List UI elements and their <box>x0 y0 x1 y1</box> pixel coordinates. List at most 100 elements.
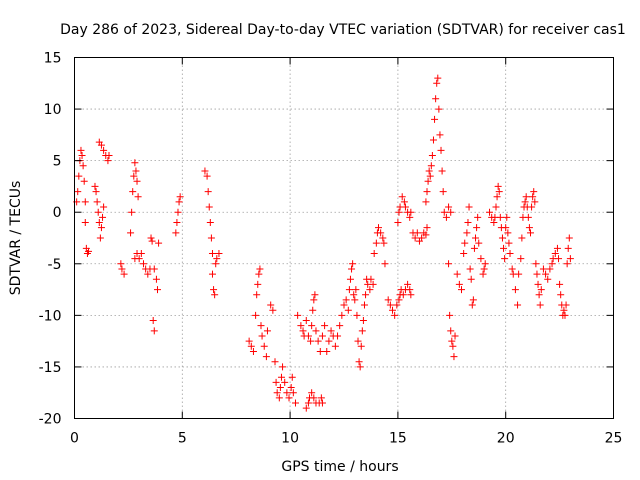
data-point <box>204 188 212 196</box>
data-point <box>431 115 439 123</box>
plot-frame <box>74 57 614 419</box>
data-point <box>500 244 508 252</box>
data-point <box>173 219 181 227</box>
data-point <box>356 363 364 371</box>
data-point <box>557 291 565 299</box>
data-point <box>340 301 348 309</box>
data-point <box>525 224 533 232</box>
data-point <box>133 177 141 185</box>
data-point <box>176 193 184 201</box>
data-point <box>277 373 285 381</box>
data-point <box>307 337 315 345</box>
data-point <box>99 213 107 221</box>
data-point <box>533 270 541 278</box>
data-point <box>486 208 494 216</box>
data-point <box>517 255 525 263</box>
data-point <box>349 260 357 268</box>
data-point <box>472 234 480 242</box>
data-point <box>407 208 415 216</box>
data-point <box>425 167 433 175</box>
data-point <box>566 255 574 263</box>
data-point <box>302 317 310 325</box>
data-point <box>318 399 326 407</box>
data-point <box>152 275 160 283</box>
x-tick-label: 25 <box>605 431 623 447</box>
data-point <box>466 265 474 273</box>
data-point <box>522 193 530 201</box>
data-point <box>263 327 271 335</box>
data-point <box>85 247 93 255</box>
data-point <box>150 265 158 273</box>
data-point <box>147 234 155 242</box>
data-point <box>531 198 539 206</box>
data-point <box>97 141 105 149</box>
y-tick-label: -5 <box>48 257 62 273</box>
data-point <box>359 317 367 325</box>
data-point <box>130 172 138 180</box>
data-point <box>493 193 501 201</box>
y-tick-label: 5 <box>53 154 62 170</box>
data-point <box>354 337 362 345</box>
data-point <box>529 193 537 201</box>
data-point <box>357 342 365 350</box>
data-point <box>389 306 397 314</box>
data-point <box>134 193 142 201</box>
data-point <box>304 332 312 340</box>
data-point <box>312 327 320 335</box>
data-point <box>247 342 255 350</box>
data-point <box>258 332 266 340</box>
data-point <box>348 265 356 273</box>
data-point <box>249 347 257 355</box>
data-point <box>413 229 421 237</box>
data-point <box>309 306 317 314</box>
data-point <box>374 224 382 232</box>
data-point <box>391 311 399 319</box>
data-point <box>74 188 82 196</box>
data-point <box>464 219 472 227</box>
data-point <box>208 249 216 257</box>
data-point <box>434 74 442 82</box>
data-point <box>518 234 526 242</box>
data-point <box>395 208 403 216</box>
data-point <box>422 198 430 206</box>
data-point <box>445 203 453 211</box>
data-point <box>308 322 316 330</box>
data-point <box>279 363 287 371</box>
data-point <box>564 244 572 252</box>
data-point <box>144 270 152 278</box>
data-point <box>269 306 277 314</box>
data-point <box>508 265 516 273</box>
data-point <box>352 286 360 294</box>
data-point <box>276 384 284 392</box>
data-point <box>477 255 485 263</box>
data-point <box>331 342 339 350</box>
data-point <box>428 151 436 159</box>
data-point <box>105 151 113 159</box>
data-point <box>496 213 504 221</box>
data-point <box>287 384 295 392</box>
data-point <box>317 394 325 402</box>
data-point <box>285 394 293 402</box>
data-point <box>495 188 503 196</box>
data-point <box>398 193 406 201</box>
data-point <box>424 177 432 185</box>
data-point <box>411 234 419 242</box>
data-point <box>479 270 487 278</box>
data-point <box>447 208 455 216</box>
data-markers <box>73 74 574 412</box>
data-point <box>401 203 409 211</box>
data-point <box>318 332 326 340</box>
data-point <box>438 167 446 175</box>
data-point <box>386 301 394 309</box>
data-point <box>135 255 143 263</box>
data-point <box>172 229 180 237</box>
data-point <box>366 286 374 294</box>
data-point <box>435 105 443 113</box>
data-point <box>257 322 265 330</box>
y-axis-label: SDTVAR / TECUs <box>8 181 24 296</box>
x-tick-label: 15 <box>389 431 407 447</box>
data-point <box>323 347 331 355</box>
data-point <box>561 311 569 319</box>
data-point <box>100 146 108 154</box>
